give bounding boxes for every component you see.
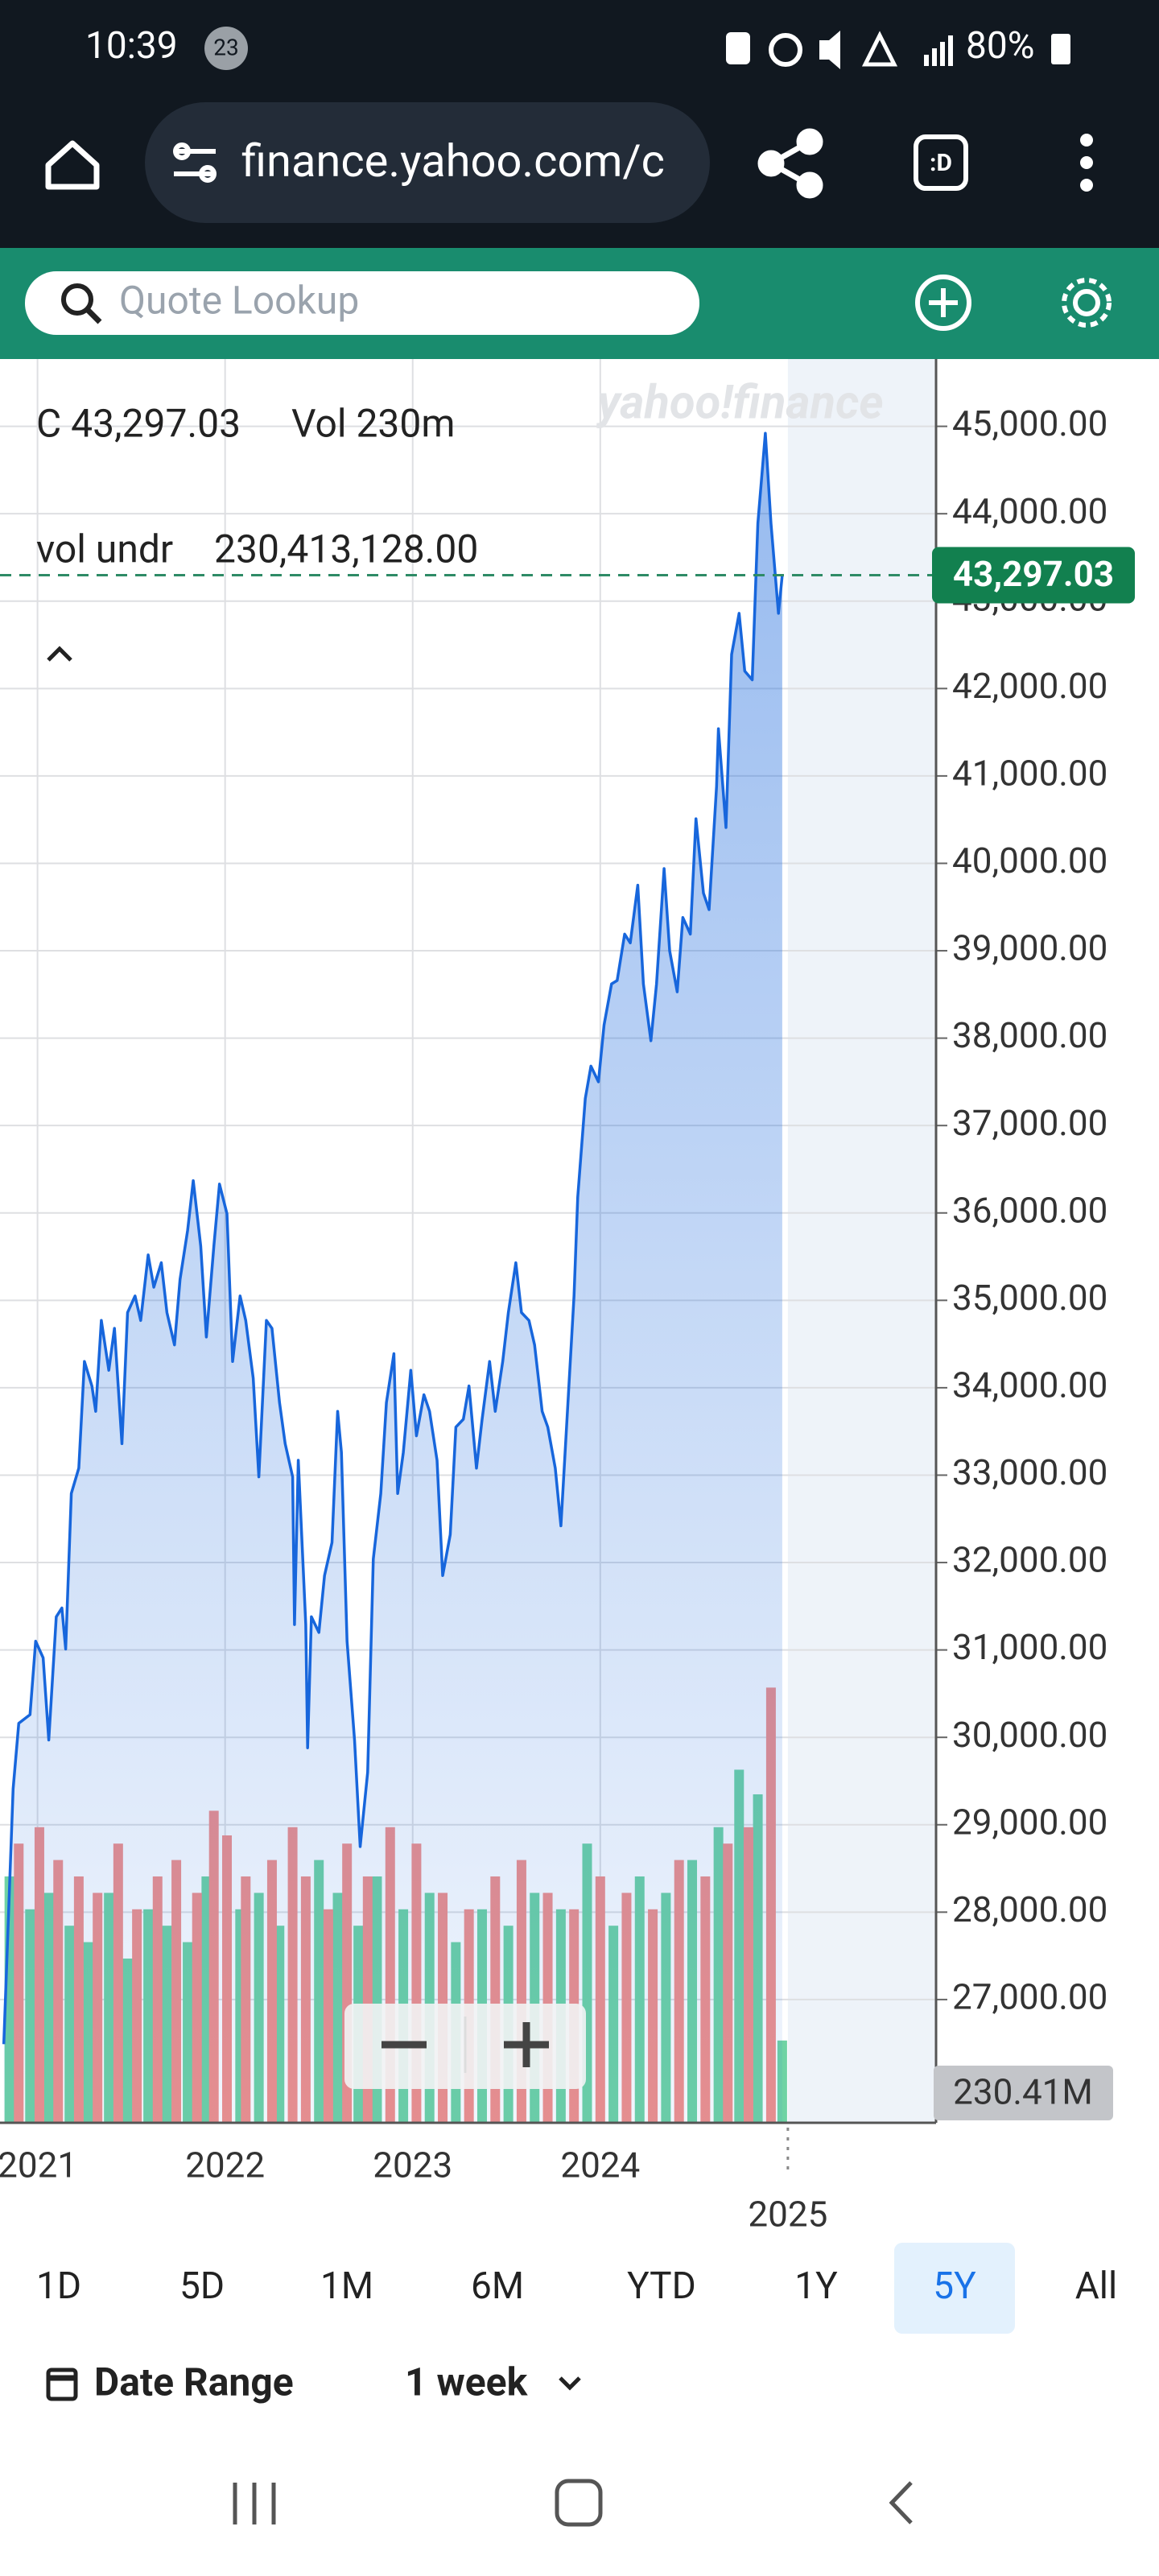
tabs-label[interactable]: :D	[930, 149, 952, 177]
tabs-button[interactable]	[914, 134, 968, 191]
y-tick-label: 38,000.00	[952, 1014, 1107, 1056]
x-tick-label: 2023	[373, 2145, 452, 2186]
y-tick-label: 45,000.00	[952, 402, 1107, 444]
y-tick-label: 27,000.00	[952, 1976, 1107, 2018]
x-tick-label: 2024	[560, 2145, 640, 2186]
chart: 27,000.00 28,000.00 29,000.00 30,000.00 31,0…	[0, 359, 1107, 2235]
url-bar[interactable]	[145, 102, 710, 223]
chart-overlay: 43,297.03 230.41M	[0, 547, 1135, 2120]
range-selected-bg	[894, 2243, 1015, 2334]
y-tick-label: 31,000.00	[952, 1626, 1107, 1668]
current-price-box	[932, 547, 1135, 604]
calendar-icon	[46, 2368, 78, 2401]
share-button[interactable]	[757, 128, 823, 199]
nav-home[interactable]	[555, 2479, 603, 2527]
y-tick-label: 28,000.00	[952, 1889, 1107, 1930]
y-tick-label: 36,000.00	[952, 1189, 1107, 1231]
range-selector: 1D 5D 1M 6M YTD 1Y 5Y All	[36, 2243, 1117, 2334]
current-volume-box	[934, 2066, 1113, 2120]
url-text[interactable]: finance.yahoo.com/c	[241, 134, 665, 188]
y-tick-label: 34,000.00	[952, 1364, 1107, 1406]
y-tick-label: 40,000.00	[952, 840, 1107, 881]
watermark: yahoo!finance	[596, 375, 883, 430]
future-region	[787, 359, 936, 2123]
range-button[interactable]: 1Y	[794, 2264, 838, 2308]
y-tick-label: 41,000.00	[952, 753, 1107, 795]
search-input[interactable]	[25, 271, 699, 335]
search-icon-handle	[85, 307, 102, 324]
collapse-toggle[interactable]	[47, 646, 72, 662]
battery-icon	[1051, 34, 1070, 64]
search-icon	[61, 283, 93, 316]
price-line	[2, 431, 784, 2045]
range-button[interactable]: YTD	[627, 2264, 696, 2308]
close-label: C 43,297.03	[36, 401, 241, 447]
interval-selector[interactable]: 1 week	[405, 2359, 529, 2405]
home-button[interactable]	[45, 140, 100, 190]
range-button[interactable]: All	[1075, 2264, 1117, 2308]
badge-count: 23	[213, 34, 238, 60]
price-area	[3, 433, 782, 2123]
range-button[interactable]: 5D	[179, 2264, 225, 2308]
range-button[interactable]: 5Y	[933, 2264, 976, 2308]
interval-chevron[interactable]	[559, 2376, 581, 2391]
range-button[interactable]: 6M	[471, 2264, 524, 2308]
nav-back[interactable]	[889, 2481, 913, 2524]
x-tick-label: 2025	[748, 2194, 827, 2235]
site-settings-icon[interactable]	[173, 142, 217, 183]
y-tick-label: 42,000.00	[952, 665, 1107, 707]
volume-under-label: vol undr	[36, 526, 173, 572]
status-time: 10:39	[85, 24, 178, 68]
current-price-label: 43,297.03	[953, 553, 1114, 595]
y-tick-label: 29,000.00	[952, 1801, 1107, 1843]
add-button[interactable]	[915, 275, 971, 331]
current-volume-label: 230.41M	[953, 2071, 1093, 2113]
x-tick-label: 2022	[185, 2145, 265, 2186]
search-placeholder[interactable]: Quote Lookup	[119, 278, 359, 324]
zoom-in[interactable]	[504, 2022, 549, 2067]
y-tick-label: 44,000.00	[952, 490, 1107, 532]
y-tick-label: 32,000.00	[952, 1539, 1107, 1581]
y-tick-label: 30,000.00	[952, 1714, 1107, 1756]
y-tick-label: 33,000.00	[952, 1451, 1107, 1493]
battery-level: 80%	[966, 24, 1034, 68]
status-icons	[726, 31, 953, 69]
y-tick-label: 39,000.00	[952, 927, 1107, 969]
menu-button[interactable]	[1080, 134, 1093, 192]
notification-badge	[204, 27, 248, 70]
y-tick-label: 37,000.00	[952, 1102, 1107, 1144]
date-range-button[interactable]: Date Range	[94, 2359, 294, 2405]
y-tick-label: 35,000.00	[952, 1277, 1107, 1319]
range-button[interactable]: 1M	[320, 2264, 373, 2308]
nav-bar	[233, 2479, 913, 2527]
x-tick-label: 2021	[0, 2145, 77, 2186]
volume-label: Vol 230m	[291, 401, 455, 447]
volume-under-value: 230,413,128.00	[214, 526, 478, 572]
range-button[interactable]: 1D	[36, 2264, 81, 2308]
settings-button[interactable]	[1062, 278, 1112, 328]
